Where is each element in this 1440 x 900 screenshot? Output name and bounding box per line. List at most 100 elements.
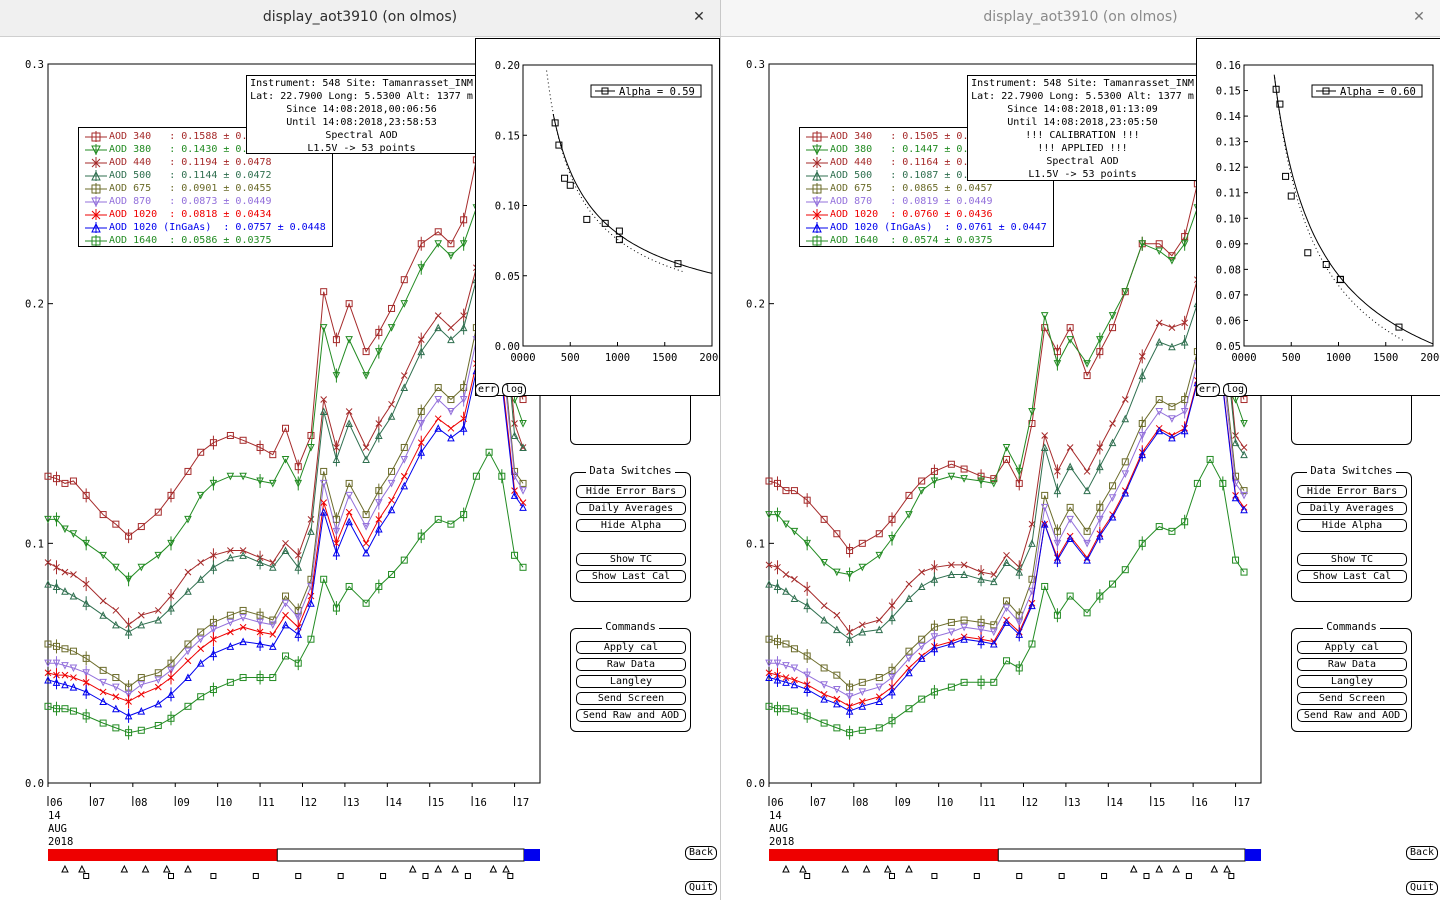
measurement-marker	[464, 873, 471, 879]
hide-alpha-button[interactable]: Hide Alpha	[576, 519, 686, 532]
data-point	[1108, 512, 1117, 521]
x-tick-label: 17	[1238, 797, 1251, 809]
data-point	[112, 683, 120, 692]
quit-button[interactable]: Quit	[685, 881, 717, 895]
info-line: L1.5V -> 53 points	[1028, 169, 1137, 180]
log-button[interactable]: log	[502, 383, 526, 397]
raw-data-button[interactable]: Raw Data	[576, 658, 686, 671]
err-button[interactable]: err	[1196, 383, 1220, 397]
data-point	[388, 496, 395, 504]
data-point	[1040, 520, 1049, 528]
data-point	[447, 324, 455, 331]
legend: AOD 340 : 0.1588 ± 0.0 AOD 380 : 0.1430 ±…	[78, 127, 333, 247]
alpha-point	[1272, 85, 1280, 93]
data-point	[485, 448, 493, 456]
send-raw-and-aod-button[interactable]: Send Raw and AOD	[576, 709, 686, 722]
legend-label: AOD 500 : 0.1087 ± 0.0	[830, 170, 975, 181]
data-point	[1121, 414, 1130, 423]
alpha-point	[1276, 100, 1284, 108]
data-point	[268, 563, 277, 571]
close-icon[interactable]: ✕	[693, 9, 705, 25]
data-point	[400, 300, 409, 308]
data-point	[888, 687, 896, 696]
measurement-marker	[210, 873, 217, 879]
log-button[interactable]: log	[1223, 383, 1247, 397]
close-icon[interactable]: ✕	[1413, 9, 1425, 25]
data-point	[434, 515, 442, 523]
show-last-cal-button[interactable]: Show Last Cal	[1297, 570, 1407, 583]
data-point	[44, 675, 52, 684]
data-point	[846, 729, 854, 737]
apply-cal-button[interactable]: Apply cal	[576, 641, 686, 654]
data-point	[434, 396, 443, 404]
data-point	[345, 300, 353, 308]
data-point	[1066, 534, 1074, 543]
data-point	[362, 548, 370, 557]
x-tick-label: 12	[304, 797, 317, 809]
legend-symbol	[91, 170, 101, 181]
titlebar[interactable]: display_aot3910 (on olmos) ✕	[0, 0, 720, 37]
measurement-marker	[337, 873, 344, 879]
send-screen-button[interactable]: Send Screen	[576, 692, 686, 705]
back-button[interactable]: Back	[685, 846, 717, 860]
data-point	[82, 712, 90, 720]
data-point	[1066, 462, 1074, 471]
data-point	[773, 582, 782, 590]
send-screen-button[interactable]: Send Screen	[1297, 692, 1407, 705]
data-point	[875, 674, 883, 682]
fit-curve	[552, 113, 713, 274]
show-tc-button[interactable]: Show TC	[1297, 553, 1407, 566]
measurement-marker	[252, 873, 259, 879]
legend-marker-icon	[806, 222, 828, 233]
send-raw-and-aod-button[interactable]: Send Raw and AOD	[1297, 709, 1407, 722]
main-chart: 0.00.10.20.306 07 08 09 10 11 12 13 14 15 16 1714AU…	[746, 59, 1262, 879]
hide-error-bars-button[interactable]: Hide Error Bars	[576, 485, 686, 498]
quit-button[interactable]: Quit	[1406, 881, 1438, 895]
data-point	[112, 607, 120, 614]
data-point	[460, 216, 468, 224]
langley-button[interactable]: Langley	[1297, 675, 1407, 688]
data-point	[362, 511, 370, 519]
apply-cal-button[interactable]: Apply cal	[1297, 641, 1407, 654]
show-last-cal-button[interactable]: Show Last Cal	[576, 570, 686, 583]
data-point	[375, 487, 383, 495]
daily-averages-button[interactable]: Daily Averages	[1297, 502, 1407, 515]
data-point	[917, 654, 926, 662]
data-point	[256, 618, 264, 627]
fit-curve-dotted	[1274, 77, 1405, 342]
data-point	[239, 472, 247, 481]
data-point	[387, 505, 396, 514]
info-line: Instrument: 548 Site: Tamanrasset_INM	[250, 78, 473, 89]
x-tick-label: 12	[1025, 797, 1038, 809]
data-point	[209, 563, 218, 571]
alpha-point	[583, 215, 591, 223]
data-point	[977, 575, 985, 583]
data-point	[820, 694, 828, 703]
data-point	[888, 515, 896, 523]
data-point	[256, 443, 264, 451]
series-line	[768, 458, 1245, 734]
titlebar[interactable]: display_aot3910 (on olmos) ✕	[721, 0, 1440, 37]
legend-symbol	[91, 210, 101, 220]
hide-error-bars-button[interactable]: Hide Error Bars	[1297, 485, 1407, 498]
langley-button[interactable]: Langley	[576, 675, 686, 688]
raw-data-button[interactable]: Raw Data	[1297, 658, 1407, 671]
hide-alpha-button[interactable]: Hide Alpha	[1297, 519, 1407, 532]
data-point	[52, 705, 60, 713]
info-line: Until 14:08:2018,23:05:50	[1007, 117, 1158, 128]
legend-label: AOD 440 : 0.1194 ± 0.0478	[109, 157, 272, 168]
err-button[interactable]: err	[475, 383, 499, 397]
data-point	[1180, 426, 1189, 435]
data-point	[154, 607, 162, 614]
info-line: Lat: 22.7900 Long: 5.5300 Alt: 1377 m	[971, 91, 1194, 102]
data-point	[1180, 337, 1189, 346]
daily-averages-button[interactable]: Daily Averages	[576, 502, 686, 515]
data-point	[82, 580, 90, 588]
alpha-point	[1282, 172, 1290, 180]
show-tc-button[interactable]: Show TC	[576, 553, 686, 566]
data-point	[820, 664, 828, 672]
back-button[interactable]: Back	[1406, 846, 1438, 860]
data-point	[400, 481, 409, 490]
measurement-marker	[507, 873, 514, 879]
x-tick-label: 15	[1153, 797, 1166, 809]
